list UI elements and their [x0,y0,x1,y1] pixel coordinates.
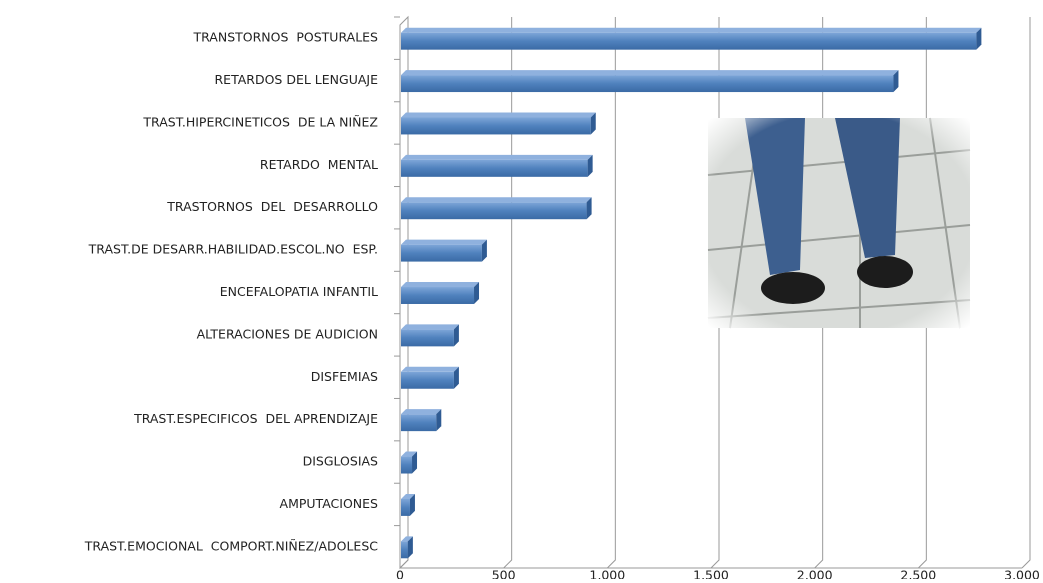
bar-side [412,451,418,474]
bar-front [401,117,591,135]
bar-side [893,70,899,93]
bar-side [590,112,596,135]
grid-line [1021,17,1031,569]
bar [401,112,596,135]
bar [401,197,592,220]
bar [401,324,459,347]
bar-top [401,239,487,245]
bar [401,70,899,93]
bar-front [401,32,977,50]
bar-top [401,493,415,499]
bar-side [481,239,487,262]
x-tick-label: 1,500 [693,568,729,580]
x-tick-label: 0 [396,568,404,580]
y-tick-label: TRAST.HIPERCINETICOS DE LA NIÑEZ [142,114,378,129]
y-tick-label: RETARDO MENTAL [260,157,378,172]
bar-side [586,197,592,220]
bar-top [401,197,592,203]
bar [401,282,480,304]
bar [401,366,459,389]
bar-side [587,154,593,177]
bar-front [401,202,587,220]
bar [401,239,487,262]
bar-side [409,493,415,516]
bar-front [401,456,413,474]
bar-top [401,536,413,542]
y-tick-label: AMPUTACIONES [280,496,379,511]
y-tick-label: TRAST.ESPECIFICOS DEL APRENDIZAJE [133,411,378,426]
y-tick-label: DISFEMIAS [311,369,378,384]
x-tick-label: 3,000 [1004,568,1040,580]
bar-top [401,324,459,330]
y-tick-label: ENCEFALOPATIA INFANTIL [220,284,378,299]
bar-side [407,536,413,559]
bar-top [401,70,899,76]
bar [401,409,442,432]
bar [401,154,593,177]
bar [401,451,418,474]
bar-front [401,159,588,177]
y-tick-label: TRASTORNOS DEL DESARROLLO [166,199,378,214]
y-tick-label: DISGLOSIAS [303,454,378,469]
bar [401,27,982,50]
photo [707,117,971,329]
y-tick-label: RETARDOS DEL LENGUAJE [214,72,378,87]
bar-front [401,329,454,347]
bar-top [401,366,459,372]
x-tick-label: 500 [492,568,516,580]
x-tick-label: 2,500 [900,568,936,580]
bar-top [401,154,593,160]
bar-side [474,282,480,304]
grid-line [503,17,513,569]
bar-front [401,244,482,262]
bar-side [436,409,442,432]
y-tick-label: TRANSTORNOS POSTURALES [192,30,378,45]
bar-front [401,414,437,432]
bar-top [401,112,596,118]
bar-side [976,27,982,50]
bar-front [401,371,454,389]
bar [401,493,415,516]
bar-top [401,282,480,288]
bar-front [401,75,894,93]
bar-top [401,409,442,415]
bar-front [401,541,408,559]
y-tick-label: TRAST.EMOCIONAL COMPORT.NIÑEZ/ADOLESC [84,538,379,553]
bar-side [453,324,459,347]
bar-front [401,498,410,516]
bar-top [401,27,982,33]
bar-side [453,366,459,389]
y-tick-label: TRAST.DE DESARR.HABILIDAD.ESCOL.NO ESP. [88,242,378,257]
grid-line [606,17,616,569]
x-tick-label: 2,000 [797,568,833,580]
bar [401,536,413,559]
y-tick-label: ALTERACIONES DE AUDICION [197,326,378,341]
bar-front [401,287,475,304]
x-tick-label: 1,000 [589,568,625,580]
bar-top [401,451,418,457]
